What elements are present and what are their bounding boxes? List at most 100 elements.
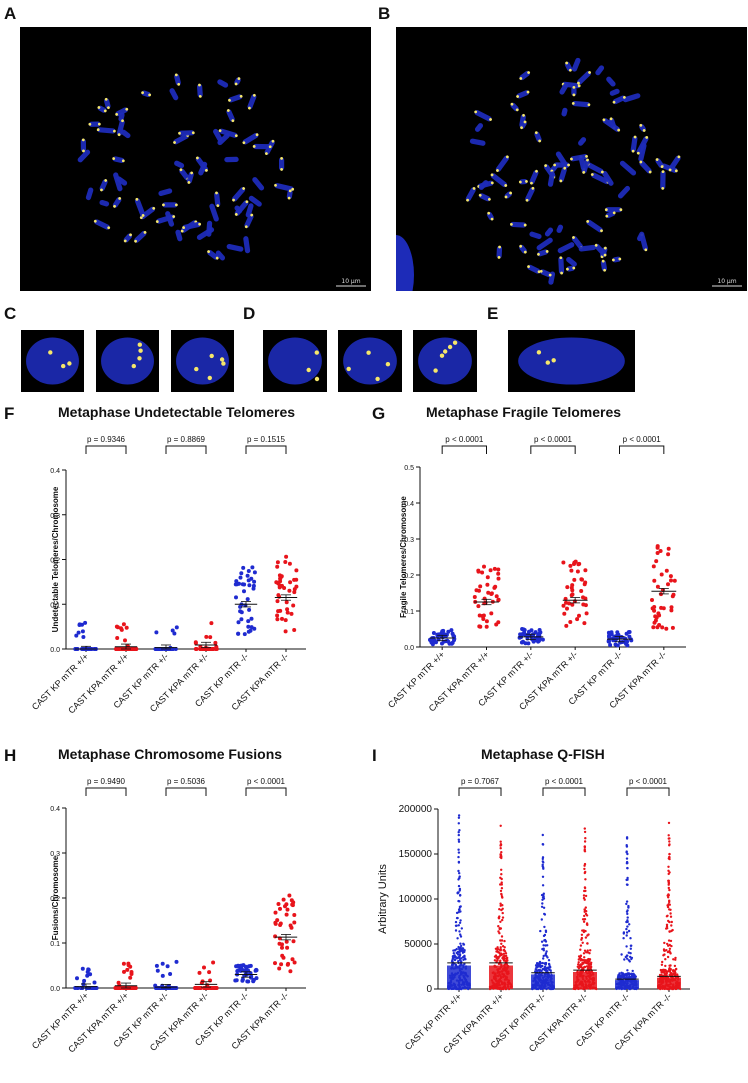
- data-point: [499, 902, 502, 905]
- chromosome: [558, 256, 565, 275]
- data-point: [672, 970, 675, 973]
- telomere-spot: [107, 226, 111, 230]
- data-point: [565, 585, 570, 590]
- telomere-spot: [609, 117, 613, 121]
- telomere-spot: [268, 145, 272, 149]
- data-point: [287, 588, 292, 593]
- chromosome-body: [243, 236, 251, 254]
- data-point: [628, 973, 631, 976]
- data-point: [579, 955, 582, 958]
- data-point: [75, 976, 79, 981]
- data-point: [165, 964, 170, 969]
- data-point: [454, 929, 458, 932]
- data-point: [458, 930, 461, 933]
- telomere-spot: [582, 170, 586, 174]
- data-point: [664, 964, 667, 968]
- telomere-spot: [478, 193, 482, 197]
- chromosome-body: [578, 137, 587, 146]
- data-point: [125, 967, 130, 972]
- telomere-spot: [178, 131, 181, 135]
- data-point: [449, 628, 454, 633]
- telomere-spot: [553, 163, 557, 167]
- data-point: [583, 867, 586, 871]
- data-point: [626, 925, 629, 928]
- data-point: [168, 972, 173, 976]
- data-point: [83, 620, 88, 625]
- chromosome-body: [97, 127, 116, 134]
- data-point: [583, 827, 586, 830]
- data-point: [499, 853, 502, 856]
- telomere-spot: [198, 83, 201, 87]
- data-point: [277, 966, 282, 971]
- telomere-spot: [639, 123, 643, 127]
- data-point: [480, 570, 485, 575]
- comparison-bracket: [626, 787, 670, 796]
- chromosome-body: [94, 219, 110, 230]
- telomere-spot: [504, 184, 508, 187]
- chromosome-body: [577, 70, 591, 85]
- chromosome: [570, 154, 588, 162]
- data-cloud: [573, 971, 597, 989]
- data-point: [562, 611, 567, 616]
- chromosome: [469, 138, 486, 146]
- data-point: [668, 852, 671, 856]
- data-point: [663, 970, 666, 974]
- telomere-spot: [113, 204, 116, 208]
- telomere-spot: [104, 97, 108, 101]
- y-tick-label: 0.2: [50, 896, 60, 903]
- telomere-spot: [510, 102, 514, 106]
- telomere-spot: [194, 366, 199, 372]
- chromosome-body: [232, 187, 246, 202]
- chromosome-body: [540, 269, 552, 278]
- data-point: [547, 959, 551, 962]
- telomere-spot: [526, 90, 530, 94]
- chromosome-body: [536, 237, 553, 251]
- y-axis-label: Arbitrary Units: [377, 864, 389, 934]
- telomere-spot: [537, 252, 540, 256]
- data-point: [668, 903, 671, 906]
- data-point: [501, 896, 504, 899]
- chromosome: [504, 191, 512, 199]
- data-point: [535, 966, 538, 969]
- telomere-spot: [545, 360, 550, 365]
- chromosome-body: [186, 171, 194, 184]
- data-point: [583, 830, 587, 834]
- data-point: [124, 625, 129, 630]
- data-point: [583, 956, 586, 959]
- tile-c2: [96, 330, 159, 392]
- telomere-spot: [141, 214, 145, 217]
- data-point: [236, 964, 241, 968]
- data-point: [587, 958, 591, 961]
- p-value-label: p < 0.0001: [545, 777, 584, 786]
- data-point: [505, 956, 509, 959]
- data-point: [542, 954, 545, 958]
- telomere-spot: [633, 135, 637, 139]
- data-point: [457, 816, 461, 819]
- data-point: [674, 958, 677, 961]
- telomere-spot: [551, 358, 556, 363]
- data-point: [504, 952, 508, 955]
- telomere-spot: [611, 258, 615, 262]
- data-point: [457, 822, 460, 825]
- data-point: [457, 884, 461, 888]
- data-point: [446, 629, 451, 634]
- data-point: [287, 561, 292, 566]
- data-point: [133, 986, 138, 990]
- telomere-spot: [433, 368, 438, 373]
- data-point: [292, 590, 297, 595]
- chromosome-body: [602, 170, 614, 186]
- telomere-spot: [118, 197, 122, 200]
- data-point: [575, 569, 580, 574]
- chromosome-body: [561, 107, 568, 117]
- data-point: [540, 940, 544, 943]
- data-point: [582, 894, 586, 897]
- data-point: [250, 565, 255, 570]
- data-point: [457, 840, 461, 843]
- data-point: [625, 844, 628, 847]
- data-point: [495, 950, 498, 953]
- chromosome-body: [182, 221, 201, 230]
- telomere-spot: [113, 129, 116, 133]
- chromosome: [474, 123, 484, 132]
- data-point: [672, 958, 675, 961]
- chromosome: [527, 264, 541, 274]
